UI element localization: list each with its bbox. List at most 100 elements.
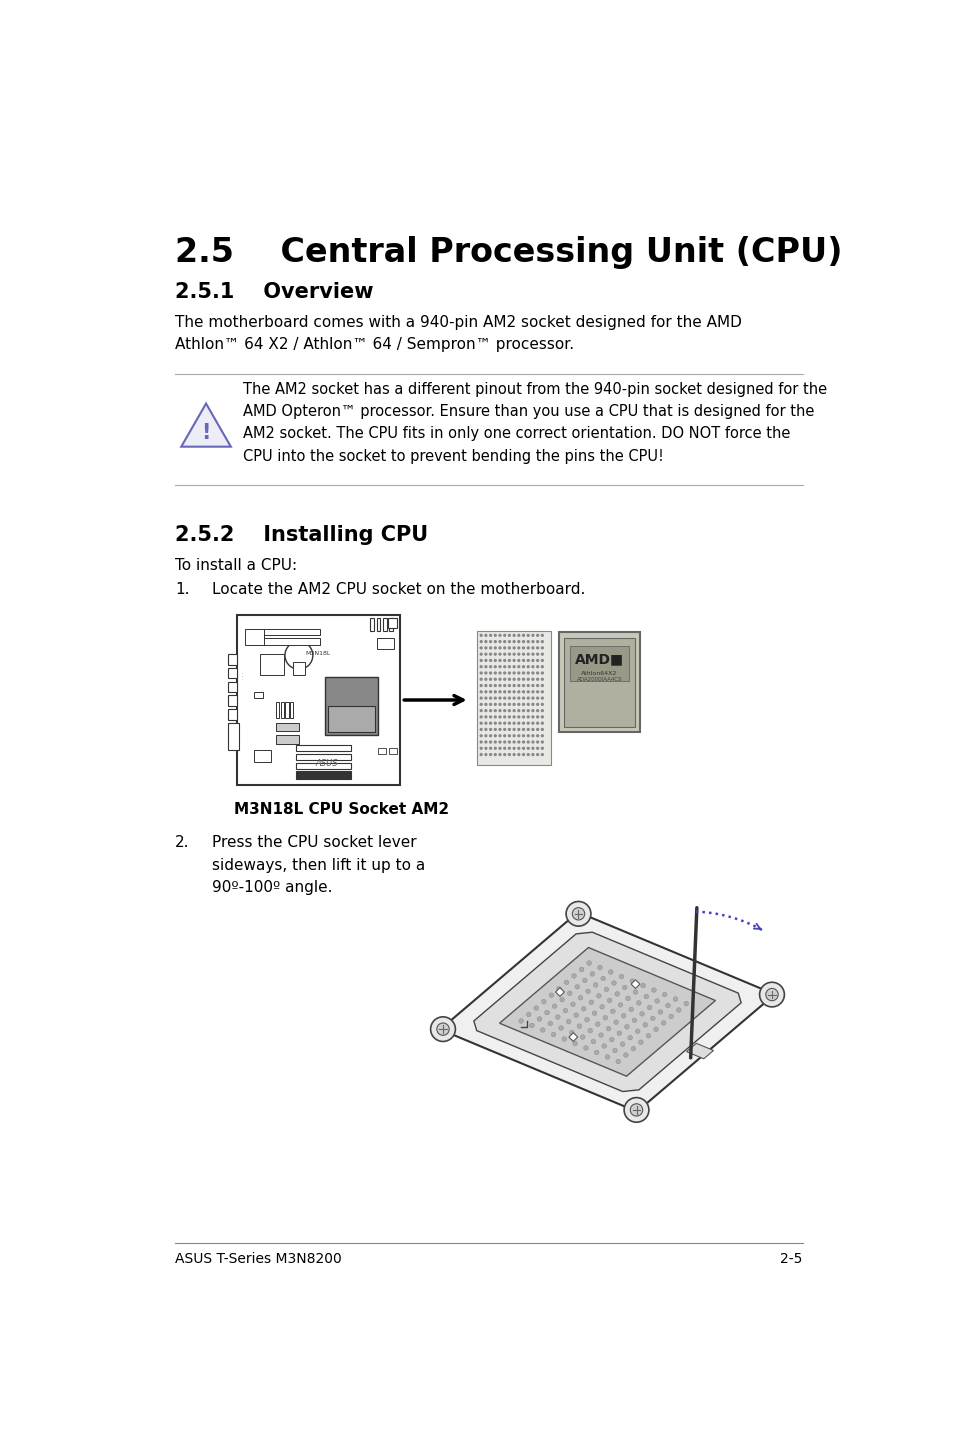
Text: 2-5: 2-5 [780,1252,802,1265]
Circle shape [503,722,505,725]
Circle shape [508,672,510,674]
Circle shape [517,672,519,674]
Circle shape [522,735,524,736]
Circle shape [522,666,524,667]
Circle shape [541,748,542,749]
Circle shape [640,984,645,988]
Circle shape [537,735,538,736]
Circle shape [513,754,515,755]
Circle shape [522,653,524,656]
Circle shape [484,690,486,693]
Circle shape [541,672,542,674]
Bar [388,618,397,627]
Circle shape [605,1027,610,1031]
Circle shape [522,690,524,693]
Circle shape [503,660,505,661]
Circle shape [517,653,519,656]
Circle shape [494,729,496,731]
Circle shape [572,1041,577,1045]
Circle shape [590,972,594,976]
Circle shape [646,1005,651,1009]
Circle shape [517,647,519,649]
Circle shape [537,672,538,674]
Circle shape [555,1015,559,1020]
Circle shape [479,647,481,649]
Circle shape [632,1018,637,1022]
Bar [245,630,264,644]
Bar [236,615,399,785]
Circle shape [498,653,500,656]
Circle shape [498,647,500,649]
Circle shape [489,647,491,649]
Circle shape [630,1047,635,1051]
Circle shape [508,641,510,643]
Circle shape [595,1022,599,1027]
Circle shape [586,961,591,965]
Circle shape [537,741,538,743]
Circle shape [498,710,500,712]
Circle shape [572,907,584,920]
Circle shape [676,1008,680,1012]
Circle shape [569,1030,574,1035]
Circle shape [517,679,519,680]
Circle shape [498,660,500,661]
Circle shape [668,1014,673,1018]
Circle shape [522,684,524,686]
Circle shape [494,748,496,749]
Circle shape [537,679,538,680]
Circle shape [484,653,486,656]
Circle shape [513,634,515,636]
Circle shape [517,710,519,712]
Circle shape [578,995,582,999]
Circle shape [537,660,538,661]
Circle shape [639,1011,643,1017]
Circle shape [527,690,529,693]
Circle shape [612,1048,617,1053]
Circle shape [541,647,542,649]
Circle shape [489,748,491,749]
Circle shape [527,729,529,731]
Circle shape [635,1030,639,1034]
Circle shape [527,666,529,667]
Circle shape [479,679,481,680]
Circle shape [601,1044,606,1048]
Circle shape [479,748,481,749]
Circle shape [484,735,486,736]
Circle shape [508,722,510,725]
Text: ..: .. [241,677,244,682]
Circle shape [582,978,586,982]
Circle shape [503,684,505,686]
Circle shape [537,729,538,731]
Circle shape [527,722,529,725]
Bar [325,677,377,735]
Circle shape [527,647,529,649]
Circle shape [489,634,491,636]
Polygon shape [686,1044,713,1058]
Circle shape [479,697,481,699]
Circle shape [503,748,505,749]
Circle shape [484,660,486,661]
Circle shape [503,690,505,693]
Circle shape [489,697,491,699]
Circle shape [527,672,529,674]
Circle shape [574,1012,578,1018]
Circle shape [508,735,510,736]
Circle shape [517,716,519,718]
Circle shape [532,684,534,686]
Circle shape [653,1027,658,1031]
Text: The AM2 socket has a different pinout from the 940-pin socket designed for the
A: The AM2 socket has a different pinout fr… [243,383,826,463]
Circle shape [532,722,534,725]
Circle shape [611,981,616,985]
Circle shape [494,653,496,656]
Circle shape [489,722,491,725]
Circle shape [563,981,568,985]
Circle shape [577,1024,581,1028]
Circle shape [633,989,638,994]
Circle shape [513,666,515,667]
Circle shape [527,660,529,661]
Text: ADA2000IAA4CS: ADA2000IAA4CS [576,677,621,683]
Circle shape [623,1097,648,1122]
Circle shape [613,1020,618,1024]
Circle shape [618,974,623,979]
Circle shape [609,1037,614,1043]
